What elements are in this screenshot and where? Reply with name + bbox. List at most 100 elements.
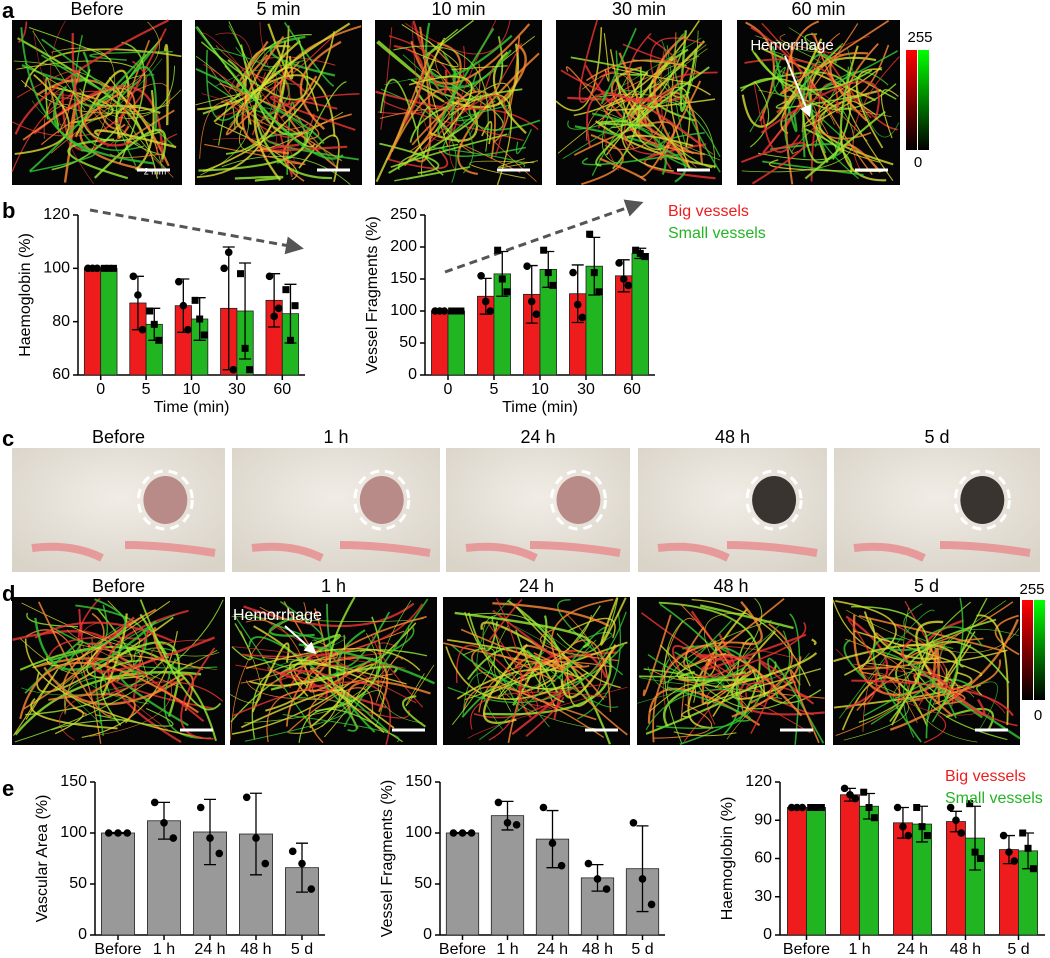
vessel (881, 89, 899, 139)
data-point (123, 829, 132, 837)
data-point (512, 821, 521, 829)
y-tick-label: 150 (60, 773, 87, 790)
panel-label: e (2, 776, 14, 801)
data-point (150, 798, 159, 807)
data-point (179, 301, 188, 310)
data-point (298, 859, 306, 868)
vessel (49, 598, 127, 662)
vessel (53, 85, 155, 165)
vessel (696, 654, 753, 662)
x-tick-label: 10 (183, 381, 201, 398)
data-point (206, 834, 214, 842)
vessel (202, 31, 336, 173)
data-point (242, 793, 251, 802)
x-tick-label: 5 d (631, 941, 653, 958)
data-point (100, 264, 108, 272)
vessel (379, 108, 450, 153)
legend-entry: Big vessels (945, 768, 1026, 785)
vessel (599, 157, 647, 182)
vessel (231, 622, 417, 735)
vessel (758, 659, 815, 705)
vessel (751, 49, 873, 91)
vessel (94, 129, 177, 149)
data-point (523, 262, 531, 271)
vessel (931, 647, 940, 704)
vessel (877, 649, 957, 719)
data-point (270, 312, 278, 321)
error-bar (636, 825, 649, 913)
vessel (29, 53, 147, 172)
error-bar (250, 792, 262, 876)
image-title: Before (70, 0, 123, 19)
vessel (557, 83, 671, 154)
y-tick-label: 50 (414, 875, 432, 892)
vessel (903, 603, 954, 650)
vessel (115, 105, 161, 138)
data-point (286, 336, 294, 344)
vessel (667, 619, 772, 690)
data-point (458, 829, 467, 837)
data-point (224, 248, 233, 257)
vessel (832, 599, 1008, 664)
vessel (455, 104, 511, 122)
vessel (28, 27, 112, 62)
vessel (121, 21, 160, 91)
data-point (544, 269, 552, 277)
x-tick-label: Before (94, 941, 141, 958)
data-point (494, 798, 503, 807)
data-point (196, 315, 204, 323)
vessel (306, 81, 347, 143)
vessel (621, 70, 674, 172)
vessel (180, 647, 216, 740)
image-title: 48 h (713, 576, 748, 596)
vessel (133, 650, 149, 683)
y-tick-label: 0 (423, 926, 432, 943)
vessel (235, 40, 269, 88)
vessel (581, 134, 624, 186)
data-point (215, 849, 224, 858)
vessel (568, 617, 616, 639)
y-tick-label: 60 (52, 366, 70, 383)
vessel (576, 612, 621, 720)
vessel (405, 664, 435, 707)
y-tick-label: 150 (405, 773, 432, 790)
bar (445, 832, 480, 936)
vessel (694, 668, 753, 678)
vessel (80, 69, 161, 142)
vessel (810, 32, 898, 131)
leg (31, 541, 216, 562)
vessel (342, 634, 384, 686)
image-title: 24 h (520, 427, 555, 447)
vessel (601, 27, 637, 104)
y-tick-label: 150 (390, 270, 417, 287)
image-title: Before (92, 576, 145, 596)
data-point (807, 804, 815, 811)
vessel (750, 677, 773, 734)
panel-label: b (2, 198, 15, 223)
vessel (789, 613, 801, 745)
colorbar (1034, 600, 1045, 700)
vessel (614, 78, 713, 169)
vessel (93, 128, 167, 179)
vessel (202, 59, 245, 115)
vessel (700, 633, 807, 671)
vessel (768, 159, 883, 173)
vessel (279, 669, 336, 690)
data-point (440, 307, 449, 315)
vessel (323, 683, 358, 732)
vessel (279, 633, 341, 676)
vessel (285, 615, 427, 727)
data-point (134, 291, 142, 299)
tumor (556, 476, 601, 524)
vessel (852, 56, 900, 173)
vessel (578, 19, 610, 103)
vessel (411, 22, 456, 141)
data-point (229, 365, 238, 374)
vessel (678, 670, 754, 682)
data-point (498, 275, 506, 283)
x-tick-label: 24 h (897, 941, 928, 958)
data-point (966, 800, 974, 808)
tumor-outline (745, 469, 803, 531)
data-point (174, 277, 183, 286)
data-point (817, 804, 825, 811)
